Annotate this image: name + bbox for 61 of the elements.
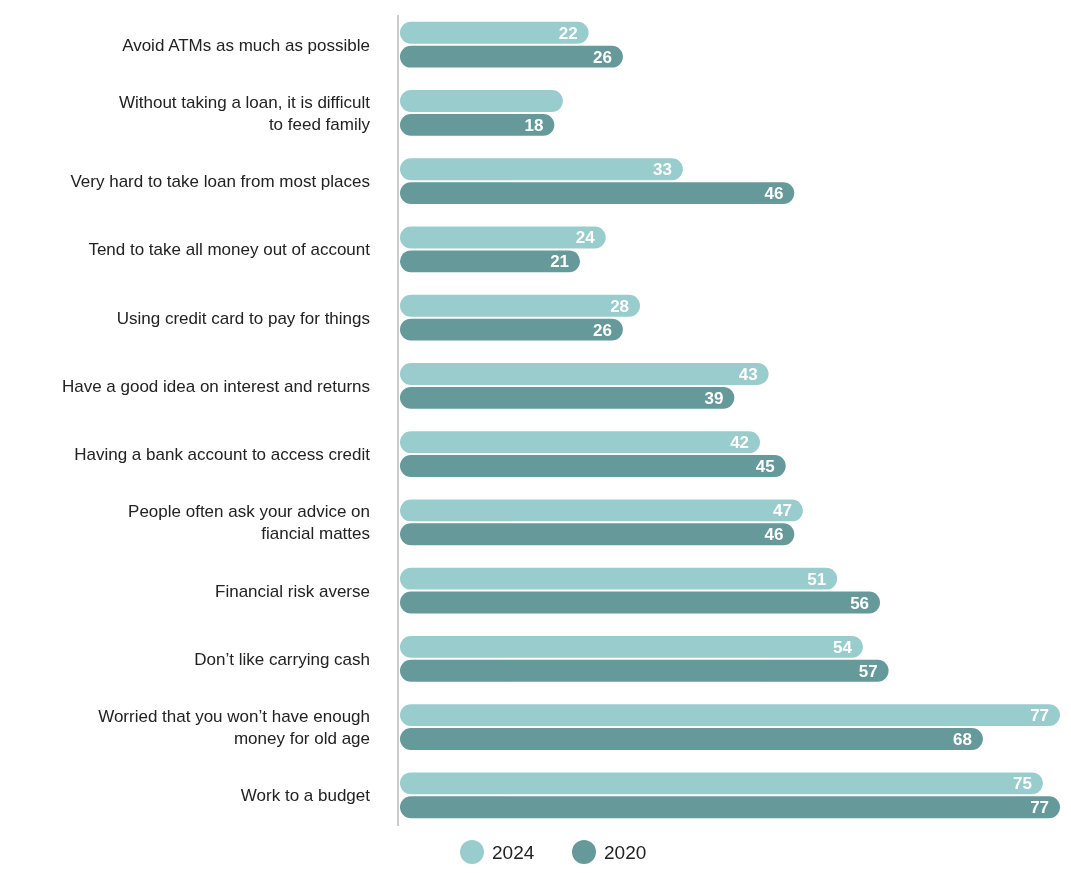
- data-label: 26: [592, 320, 612, 340]
- y-tick-label: Work to a budget: [240, 786, 371, 806]
- bar: [400, 704, 1060, 727]
- y-tick-label: Using credit card to pay for things: [116, 308, 370, 328]
- data-label: 68: [952, 730, 972, 749]
- data-label: 46: [764, 184, 784, 204]
- data-label: 22: [558, 23, 578, 43]
- data-label: 75: [1012, 774, 1032, 794]
- bar: [400, 90, 563, 112]
- y-tick-label: Having a bank account to access credit: [74, 445, 371, 465]
- data-label: 26: [592, 47, 612, 67]
- legend-label: 2024: [492, 842, 535, 863]
- bar: [400, 772, 1043, 795]
- bar: [400, 431, 760, 454]
- bar: [400, 182, 795, 205]
- y-tick-label: Tend to take all money out of account: [88, 240, 371, 260]
- bar: [400, 659, 889, 682]
- data-label: 18: [524, 115, 544, 135]
- bar: [400, 318, 623, 341]
- data-label: 39: [704, 388, 724, 408]
- bar: [400, 226, 606, 249]
- data-label: 24: [575, 228, 596, 248]
- bar: [400, 363, 769, 385]
- bar: [400, 796, 1060, 819]
- bar: [400, 591, 880, 614]
- data-label: 57: [858, 661, 878, 681]
- bar: [400, 294, 640, 317]
- y-tick-label: Don’t like carrying cash: [194, 649, 370, 669]
- data-label: 46: [764, 525, 784, 545]
- data-label: 43: [738, 364, 758, 384]
- data-label: 33: [652, 160, 672, 180]
- y-tick-label: Very hard to take loan from most places: [70, 172, 370, 192]
- bar: [400, 728, 983, 750]
- bar: [400, 45, 623, 68]
- data-label: 54: [832, 637, 853, 657]
- y-tick-label: Avoid ATMs as much as possible: [122, 35, 370, 55]
- data-label: 51: [807, 569, 827, 589]
- legend-label: 2020: [604, 842, 647, 863]
- bar: [400, 499, 803, 522]
- bar: [400, 455, 786, 477]
- bar: [400, 635, 863, 658]
- data-label: 77: [1030, 706, 1050, 726]
- bar: [400, 567, 838, 590]
- data-label: 77: [1030, 798, 1050, 818]
- data-label: 21: [550, 252, 570, 272]
- data-label: 42: [730, 433, 750, 453]
- data-label: 45: [755, 457, 775, 477]
- y-tick-label: Without taking a loan, it is difficult to feed family: [118, 92, 371, 134]
- y-tick-label: Have a good idea on interest and returns: [61, 376, 370, 396]
- data-label: 28: [610, 296, 630, 316]
- y-tick-label: Financial risk averse: [215, 581, 370, 601]
- bar: [400, 250, 580, 273]
- bar: [400, 158, 683, 181]
- bar: [400, 523, 795, 546]
- data-label: 47: [772, 501, 792, 521]
- bar: [400, 386, 735, 409]
- y-tick-label: People often ask your advice on fiancial mattes: [128, 502, 370, 544]
- bar: [400, 21, 589, 44]
- data-label: 56: [850, 593, 870, 613]
- bar: [400, 113, 555, 136]
- y-tick-label: Worried that you won’t have enough money for old age: [98, 707, 370, 749]
